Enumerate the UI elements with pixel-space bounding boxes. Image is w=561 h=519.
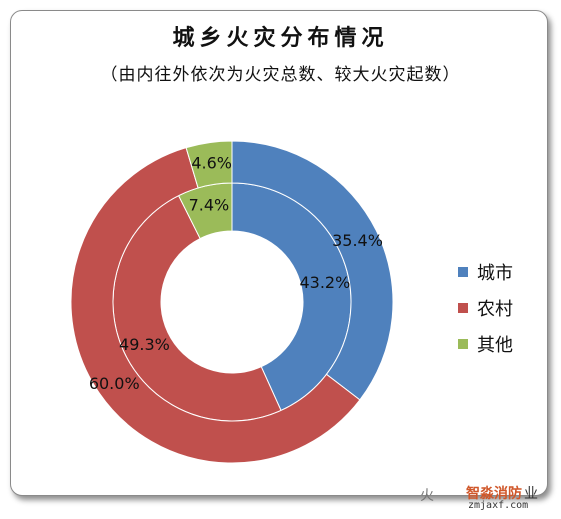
legend-item-city: 城市 [458, 254, 513, 290]
chart-title: 城乡火灾分布情况 [172, 25, 389, 51]
legend-swatch-rural [458, 303, 468, 313]
data-label-inner-rural: 49.3% [119, 335, 170, 354]
chart-subtitle: （由内往外依次为火灾总数、较大火灾起数） [100, 65, 461, 85]
data-label-outer-rural: 60.0% [89, 374, 140, 393]
legend-item-other: 其他 [458, 326, 513, 362]
watermark-url: zmjaxf.com [468, 500, 529, 511]
watermark-suffix: 业 [524, 486, 538, 502]
data-label-outer-city: 35.4% [332, 231, 383, 250]
slice-outer-other [185, 140, 233, 189]
legend-swatch-other [458, 339, 468, 349]
data-label-inner-city: 43.2% [299, 273, 350, 292]
data-label-outer-other: 4.6% [191, 153, 232, 172]
data-label-inner-other: 7.4% [189, 196, 230, 215]
watermark: 火 智淼消防 业 zmjaxf.com [408, 479, 558, 517]
legend-swatch-city [458, 267, 468, 277]
watermark-name: 智淼消防 [466, 486, 522, 502]
legend-label-other: 其他 [477, 335, 513, 356]
slice-outer-rural [70, 147, 361, 464]
legend-label-city: 城市 [477, 263, 513, 284]
legend-item-rural: 农村 [458, 290, 513, 326]
legend: 城市 农村 其他 [458, 254, 513, 362]
legend-label-rural: 农村 [477, 299, 513, 320]
watermark-logo-icon: 火 [420, 488, 434, 504]
